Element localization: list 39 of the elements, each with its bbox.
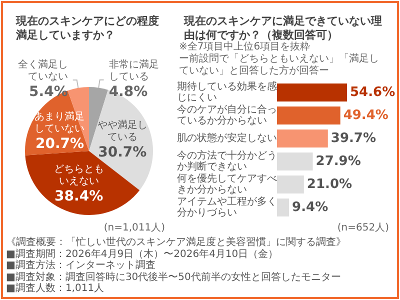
bar bbox=[277, 176, 304, 194]
y-tick-label: 期待している効果を感じにくい bbox=[177, 80, 277, 104]
text: 《調査概要：「忙しい世代のスキンケア満足度と美容習慣」に関する調査》 bbox=[6, 237, 346, 248]
slice-label: 非常に満足している bbox=[108, 58, 159, 82]
bar bbox=[277, 152, 313, 170]
chart-title: 現在のスキンケアに満足できていない理由は何ですか？（複数回答可） bbox=[183, 14, 382, 42]
bar bbox=[277, 106, 340, 124]
data-label: 27.9% bbox=[316, 154, 361, 169]
slice-label: あまり満足していない bbox=[34, 110, 85, 134]
data-label: 49.4% bbox=[343, 108, 388, 123]
y-tick-label: アイテムや工程が多く分かりづらい bbox=[177, 196, 277, 218]
text: ■調査方法：インターネット調査 bbox=[6, 260, 156, 272]
y-tick-label: 何を優先してケアすべきか分からない bbox=[177, 172, 277, 196]
text: ■調査人数：1,011人 bbox=[6, 283, 104, 294]
data-label: 9.4% bbox=[292, 200, 328, 215]
y-tick-label: 肌の状態が安定しない bbox=[177, 132, 277, 144]
data-label: 30.7% bbox=[98, 144, 147, 160]
data-label: 20.7% bbox=[35, 136, 84, 152]
text: (n=652人) bbox=[337, 222, 390, 234]
data-label: 54.6% bbox=[350, 85, 396, 100]
bar bbox=[277, 130, 328, 148]
data-label: 38.4% bbox=[54, 188, 104, 204]
bar bbox=[277, 84, 347, 102]
y-tick-label: 今の方法で十分かどうか判断できない bbox=[177, 150, 277, 172]
text: ■調査期間：2026年4月9日（木）〜2026年4月10日（金） bbox=[6, 248, 278, 260]
data-label: 4.8% bbox=[108, 84, 148, 100]
text: (n=1,011人) bbox=[104, 222, 166, 234]
data-label: 5.4% bbox=[29, 84, 68, 100]
bar bbox=[277, 198, 290, 216]
slice-label: どちらともいえない bbox=[54, 164, 104, 187]
chart-title: 現在のスキンケアにどの程度満足していますか？ bbox=[15, 14, 159, 42]
slice-label: 全く満足していない bbox=[18, 58, 68, 83]
text: ■調査対象：調査回答時に30代後半〜50代前半の女性と回答したモニター bbox=[6, 272, 341, 282]
text: ※全7項目中上位6項目を抜粋 bbox=[179, 40, 310, 52]
data-label: 21.0% bbox=[306, 177, 352, 192]
text: ー前設問で「どちらともいえない」「満足していない」と回答した方が回答ー bbox=[179, 52, 379, 76]
data-label: 39.7% bbox=[330, 131, 376, 146]
y-tick-label: 今のケアが自分に合っているか分からない bbox=[177, 104, 277, 126]
slice-label: やや満足している bbox=[97, 119, 148, 143]
